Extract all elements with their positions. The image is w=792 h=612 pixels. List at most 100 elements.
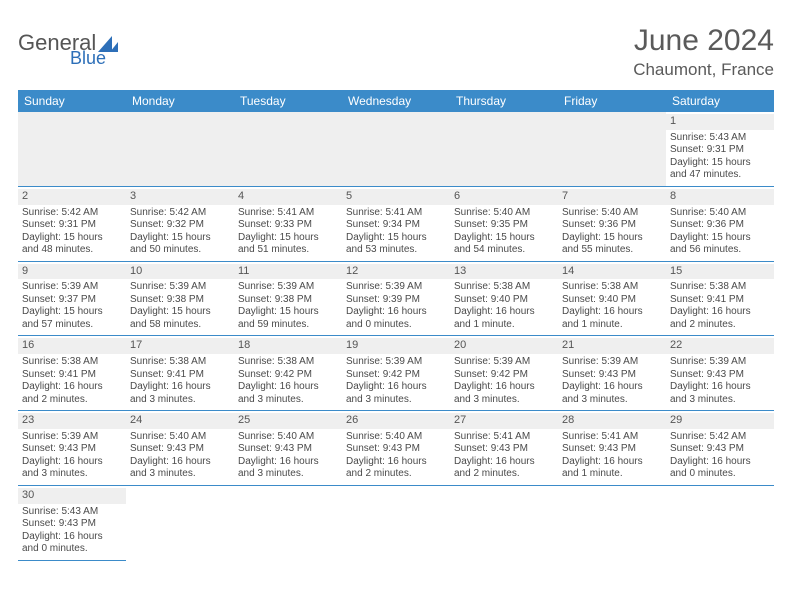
logo-sail-icon-small [110, 42, 118, 52]
calendar-day-cell: 28Sunrise: 5:41 AMSunset: 9:43 PMDayligh… [558, 411, 666, 486]
daylight-line: Daylight: 16 hours and 0 minutes. [670, 456, 770, 481]
daylight-line: Daylight: 16 hours and 2 minutes. [346, 456, 446, 481]
location-subtitle: Chaumont, France [633, 60, 774, 80]
sunrise-line: Sunrise: 5:38 AM [130, 356, 230, 369]
day-number: 20 [450, 338, 558, 354]
calendar-day-cell: 25Sunrise: 5:40 AMSunset: 9:43 PMDayligh… [234, 411, 342, 486]
sunset-line: Sunset: 9:43 PM [346, 443, 446, 456]
calendar-empty-cell [342, 112, 450, 187]
day-number: 19 [342, 338, 450, 354]
daylight-line: Daylight: 16 hours and 3 minutes. [454, 381, 554, 406]
daylight-line: Daylight: 16 hours and 3 minutes. [130, 456, 230, 481]
daylight-line: Daylight: 16 hours and 3 minutes. [238, 456, 338, 481]
day-number: 23 [18, 413, 126, 429]
calendar-header-row: SundayMondayTuesdayWednesdayThursdayFrid… [18, 90, 774, 112]
day-number: 30 [18, 488, 126, 504]
calendar-day-cell: 6 Sunrise: 5:40 AMSunset: 9:35 PMDaylight… [450, 187, 558, 262]
calendar-empty-cell [450, 486, 558, 561]
daylight-line: Daylight: 15 hours and 57 minutes. [22, 306, 122, 331]
sunrise-line: Sunrise: 5:40 AM [562, 207, 662, 220]
daylight-line: Daylight: 15 hours and 58 minutes. [130, 306, 230, 331]
daylight-line: Daylight: 15 hours and 54 minutes. [454, 232, 554, 257]
sunset-line: Sunset: 9:43 PM [562, 369, 662, 382]
day-number: 6 [450, 189, 558, 205]
weekday-header: Tuesday [234, 90, 342, 112]
daylight-line: Daylight: 16 hours and 0 minutes. [346, 306, 446, 331]
sunset-line: Sunset: 9:35 PM [454, 219, 554, 232]
sunset-line: Sunset: 9:43 PM [562, 443, 662, 456]
day-number: 22 [666, 338, 774, 354]
sunrise-line: Sunrise: 5:41 AM [238, 207, 338, 220]
sunset-line: Sunset: 9:32 PM [130, 219, 230, 232]
daylight-line: Daylight: 16 hours and 3 minutes. [562, 381, 662, 406]
daylight-line: Daylight: 16 hours and 3 minutes. [346, 381, 446, 406]
sunset-line: Sunset: 9:43 PM [130, 443, 230, 456]
sunrise-line: Sunrise: 5:39 AM [22, 281, 122, 294]
sunset-line: Sunset: 9:36 PM [562, 219, 662, 232]
day-number: 24 [126, 413, 234, 429]
daylight-line: Daylight: 15 hours and 59 minutes. [238, 306, 338, 331]
calendar-day-cell: 18Sunrise: 5:38 AMSunset: 9:42 PMDayligh… [234, 336, 342, 411]
calendar-empty-cell [342, 486, 450, 561]
sunrise-line: Sunrise: 5:41 AM [454, 431, 554, 444]
sunset-line: Sunset: 9:43 PM [670, 443, 770, 456]
calendar-day-cell: 16Sunrise: 5:38 AMSunset: 9:41 PMDayligh… [18, 336, 126, 411]
calendar-day-cell: 15Sunrise: 5:38 AMSunset: 9:41 PMDayligh… [666, 262, 774, 337]
day-number: 2 [18, 189, 126, 205]
day-number: 29 [666, 413, 774, 429]
sunset-line: Sunset: 9:39 PM [346, 294, 446, 307]
day-number: 18 [234, 338, 342, 354]
day-number: 10 [126, 264, 234, 280]
calendar-empty-cell [558, 486, 666, 561]
calendar-day-cell: 26Sunrise: 5:40 AMSunset: 9:43 PMDayligh… [342, 411, 450, 486]
calendar-day-cell: 20Sunrise: 5:39 AMSunset: 9:42 PMDayligh… [450, 336, 558, 411]
daylight-line: Daylight: 16 hours and 3 minutes. [670, 381, 770, 406]
sunset-line: Sunset: 9:38 PM [130, 294, 230, 307]
sunrise-line: Sunrise: 5:42 AM [670, 431, 770, 444]
sunset-line: Sunset: 9:31 PM [22, 219, 122, 232]
day-number: 28 [558, 413, 666, 429]
daylight-line: Daylight: 15 hours and 51 minutes. [238, 232, 338, 257]
logo-text-blue: Blue [70, 48, 106, 69]
sunset-line: Sunset: 9:43 PM [670, 369, 770, 382]
calendar-day-cell: 4Sunrise: 5:41 AMSunset: 9:33 PMDaylight… [234, 187, 342, 262]
sunrise-line: Sunrise: 5:41 AM [562, 431, 662, 444]
sunset-line: Sunset: 9:42 PM [238, 369, 338, 382]
sunrise-line: Sunrise: 5:42 AM [130, 207, 230, 220]
calendar-day-cell: 2Sunrise: 5:42 AMSunset: 9:31 PMDaylight… [18, 187, 126, 262]
sunrise-line: Sunrise: 5:39 AM [346, 356, 446, 369]
calendar-empty-cell [558, 112, 666, 187]
day-number: 27 [450, 413, 558, 429]
sunrise-line: Sunrise: 5:39 AM [130, 281, 230, 294]
calendar-day-cell: 21Sunrise: 5:39 AMSunset: 9:43 PMDayligh… [558, 336, 666, 411]
day-number: 11 [234, 264, 342, 280]
sunrise-line: Sunrise: 5:38 AM [670, 281, 770, 294]
sunrise-line: Sunrise: 5:38 AM [22, 356, 122, 369]
weekday-header: Saturday [666, 90, 774, 112]
day-number: 21 [558, 338, 666, 354]
daylight-line: Daylight: 16 hours and 3 minutes. [22, 456, 122, 481]
day-number: 25 [234, 413, 342, 429]
daylight-line: Daylight: 16 hours and 1 minute. [562, 306, 662, 331]
sunset-line: Sunset: 9:38 PM [238, 294, 338, 307]
sunrise-line: Sunrise: 5:43 AM [670, 132, 770, 145]
sunrise-line: Sunrise: 5:39 AM [238, 281, 338, 294]
day-number: 7 [558, 189, 666, 205]
sunset-line: Sunset: 9:43 PM [238, 443, 338, 456]
daylight-line: Daylight: 16 hours and 1 minute. [454, 306, 554, 331]
sunset-line: Sunset: 9:40 PM [454, 294, 554, 307]
sunrise-line: Sunrise: 5:39 AM [670, 356, 770, 369]
sunset-line: Sunset: 9:43 PM [454, 443, 554, 456]
day-number: 13 [450, 264, 558, 280]
calendar-table: SundayMondayTuesdayWednesdayThursdayFrid… [18, 90, 774, 561]
sunrise-line: Sunrise: 5:40 AM [454, 207, 554, 220]
calendar-day-cell: 30Sunrise: 5:43 AMSunset: 9:43 PMDayligh… [18, 486, 126, 561]
sunset-line: Sunset: 9:34 PM [346, 219, 446, 232]
sunset-line: Sunset: 9:41 PM [130, 369, 230, 382]
calendar-empty-cell [234, 486, 342, 561]
day-number: 5 [342, 189, 450, 205]
sunset-line: Sunset: 9:40 PM [562, 294, 662, 307]
daylight-line: Daylight: 15 hours and 56 minutes. [670, 232, 770, 257]
sunset-line: Sunset: 9:42 PM [346, 369, 446, 382]
weekday-header: Thursday [450, 90, 558, 112]
